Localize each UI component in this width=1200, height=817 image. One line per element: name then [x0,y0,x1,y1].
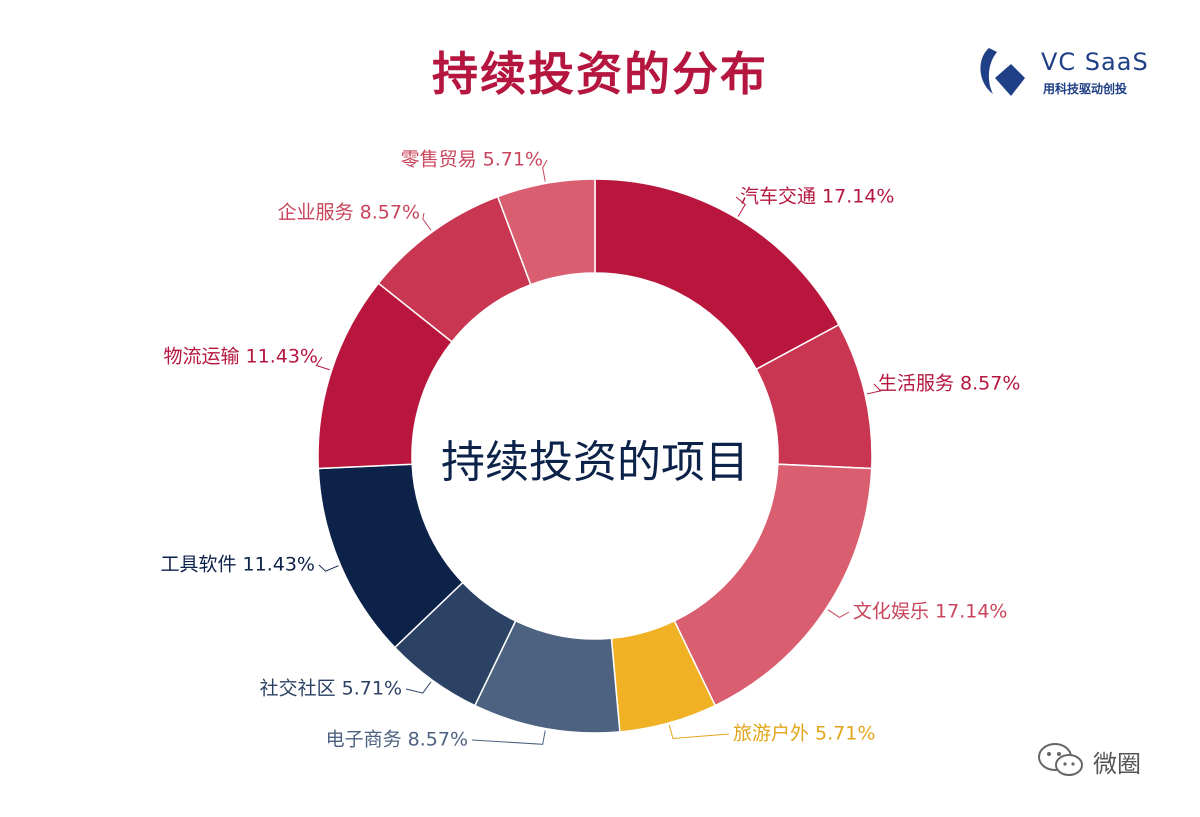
leader-line-3 [827,609,850,619]
leader-line-1 [735,196,746,217]
brand-logo: VC SaaS 用科技驱动创投 [975,42,1175,102]
slice-label-10: 零售贸易 5.71% [401,149,543,171]
slice-label-1: 汽车交通 17.14% [740,186,895,208]
leader-line-9 [422,212,432,231]
slice-label-4: 旅游户外 5.71% [733,723,875,745]
slice-label-9: 企业服务 8.57% [278,202,420,224]
slice-1 [594,178,840,371]
slice-label-2: 生活服务 8.57% [878,373,1020,395]
logo-slogan: 用科技驱动创投 [1043,82,1128,96]
leader-line-7 [318,564,339,572]
vc-saas-logo-icon [980,48,1025,96]
chart-labels: 汽车交通 17.14% 生活服务 8.57% 文化娱乐 17.14% 旅游户外 5.7… [161,149,1021,751]
slice-label-3: 文化娱乐 17.14% [853,601,1008,623]
slice-label-8: 物流运输 11.43% [164,346,319,368]
slice-3 [673,463,873,707]
watermark: 微圈 [1035,740,1175,780]
slice-label-7: 工具软件 11.43% [161,554,316,576]
leader-line-2 [866,383,882,395]
leader-line-10 [542,159,548,182]
leader-line-6 [405,681,432,694]
leader-line-5 [471,730,546,745]
wechat-icon [1038,743,1083,776]
slice-label-5: 电子商务 8.57% [326,729,468,751]
chart-slices [317,178,873,734]
leader-line-4 [668,724,730,739]
watermark-text: 微圈 [1093,750,1141,778]
page-title: 持续投资的分布 [432,47,768,101]
leader-line-8 [315,356,330,371]
donut-center-label: 持续投资的项目 [441,437,749,488]
chart-leader-lines [315,159,882,745]
logo-brand-text: VC SaaS [1041,48,1149,76]
slice-10 [496,178,596,286]
slice-label-6: 社交社区 5.71% [260,678,402,700]
